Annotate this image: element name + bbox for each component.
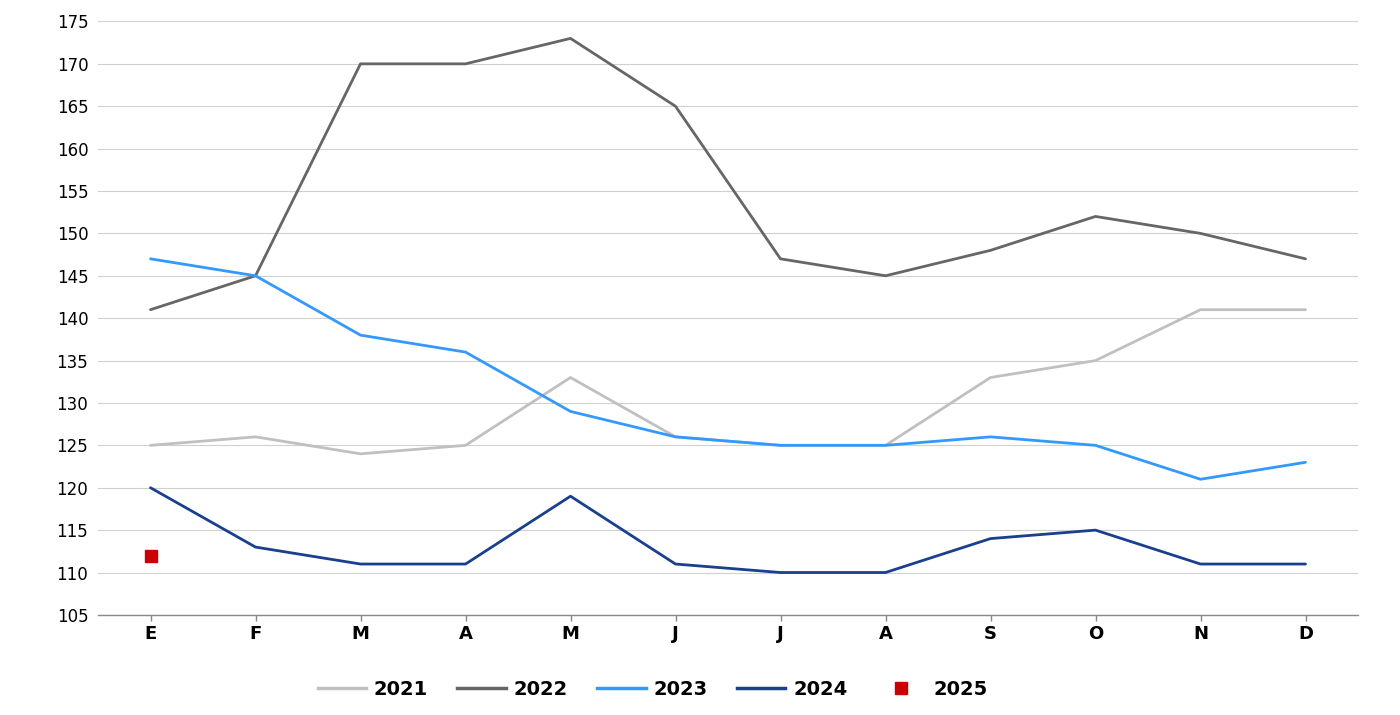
Legend: 2021, 2022, 2023, 2024, 2025: 2021, 2022, 2023, 2024, 2025	[309, 672, 995, 706]
